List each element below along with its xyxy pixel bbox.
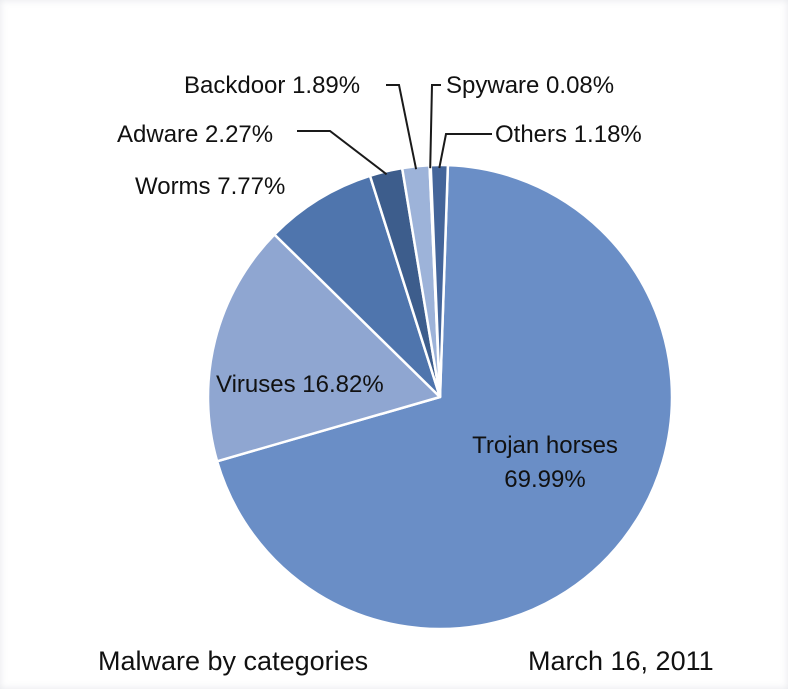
- leader-line-adware: [297, 130, 388, 176]
- slice-label-viruses: Viruses 16.82%: [216, 371, 384, 398]
- chart-title: Malware by categories: [98, 646, 369, 676]
- slice-label-trojan-name: Trojan horses: [472, 432, 618, 459]
- leader-line-others: [438, 133, 492, 169]
- slice-label-adware: Adware 2.27%: [117, 121, 273, 148]
- pie-slice-worms: [273, 174, 442, 399]
- slice-label-trojan: Trojan horses 69.99%: [472, 432, 618, 493]
- slice-label-others: Others 1.18%: [495, 121, 642, 148]
- leader-line-spyware: [429, 84, 441, 169]
- pie-slice-viruses: [206, 233, 442, 463]
- leader-line-backdoor: [386, 84, 418, 170]
- slice-label-spyware: Spyware 0.08%: [446, 72, 614, 99]
- leader-lines: [297, 84, 492, 176]
- slice-label-trojan-value: 69.99%: [504, 466, 585, 493]
- slice-label-backdoor: Backdoor 1.89%: [184, 72, 360, 99]
- chart-date: March 16, 2011: [528, 646, 714, 676]
- pie-slice-trojan: [215, 163, 674, 631]
- slice-label-worms: Worms 7.77%: [135, 173, 285, 200]
